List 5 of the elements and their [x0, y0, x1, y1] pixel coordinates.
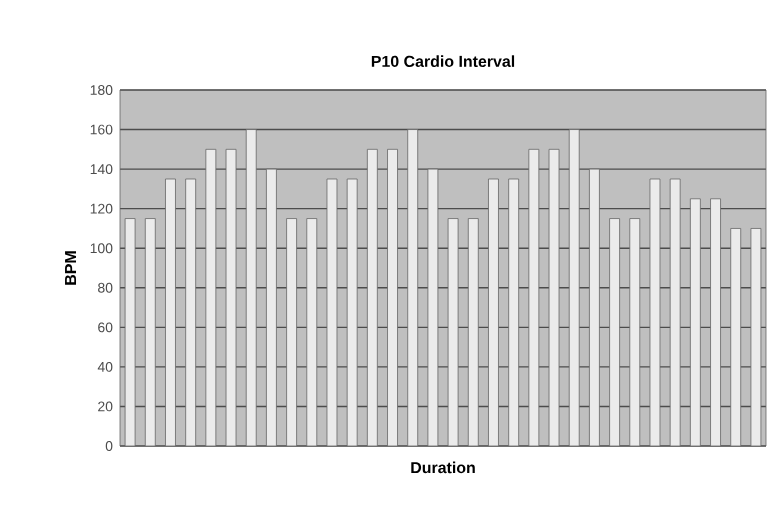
bar: [689, 198, 701, 446]
bar: [710, 198, 721, 446]
bar: [245, 129, 257, 446]
bar: [568, 129, 580, 446]
bar: [407, 129, 419, 446]
